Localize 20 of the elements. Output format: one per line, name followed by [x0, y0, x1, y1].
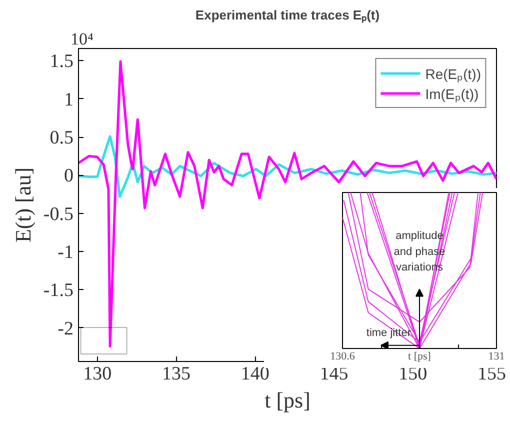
x-axis-title: t [ps] [264, 388, 310, 412]
legend-label: Im(Eₚ(t)) [425, 84, 479, 102]
x-tick-label: 135 [162, 364, 191, 384]
x-tick-label: 130 [83, 364, 112, 384]
x-tick-label: 131 [488, 350, 505, 362]
legend-label: Re(Eₚ(t)) [425, 64, 481, 82]
y-tick-label: 0 [64, 166, 74, 187]
text: 10⁴ [70, 30, 94, 48]
x-tick-label: 140 [240, 364, 270, 384]
y-tick-label: 1.5 [50, 51, 74, 72]
y-tick-label: 1 [64, 89, 74, 110]
x-tick-label: t [ps] [408, 350, 431, 362]
y-tick-label: -0.5 [43, 204, 74, 225]
chart-title: Experimental time traces Eₚ(t) [195, 8, 380, 24]
y-tick-label: 0.5 [50, 128, 74, 149]
y-tick-label: -1 [58, 242, 74, 264]
y-axis-title: E(t) [au] [10, 167, 36, 243]
y-tick-label: -2 [58, 318, 74, 340]
x-tick-label: 130.6 [330, 350, 356, 362]
y-tick-label: -1.5 [43, 280, 74, 302]
